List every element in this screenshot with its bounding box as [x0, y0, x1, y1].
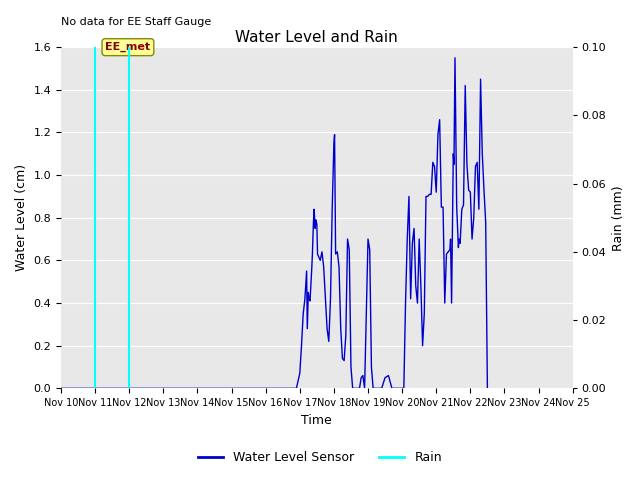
Y-axis label: Rain (mm): Rain (mm)	[612, 185, 625, 251]
Title: Water Level and Rain: Water Level and Rain	[236, 30, 398, 45]
Text: No data for EE Staff Gauge: No data for EE Staff Gauge	[61, 17, 211, 27]
Legend: Water Level Sensor, Rain: Water Level Sensor, Rain	[193, 446, 447, 469]
X-axis label: Time: Time	[301, 414, 332, 427]
Y-axis label: Water Level (cm): Water Level (cm)	[15, 164, 28, 271]
Text: EE_met: EE_met	[106, 42, 150, 52]
